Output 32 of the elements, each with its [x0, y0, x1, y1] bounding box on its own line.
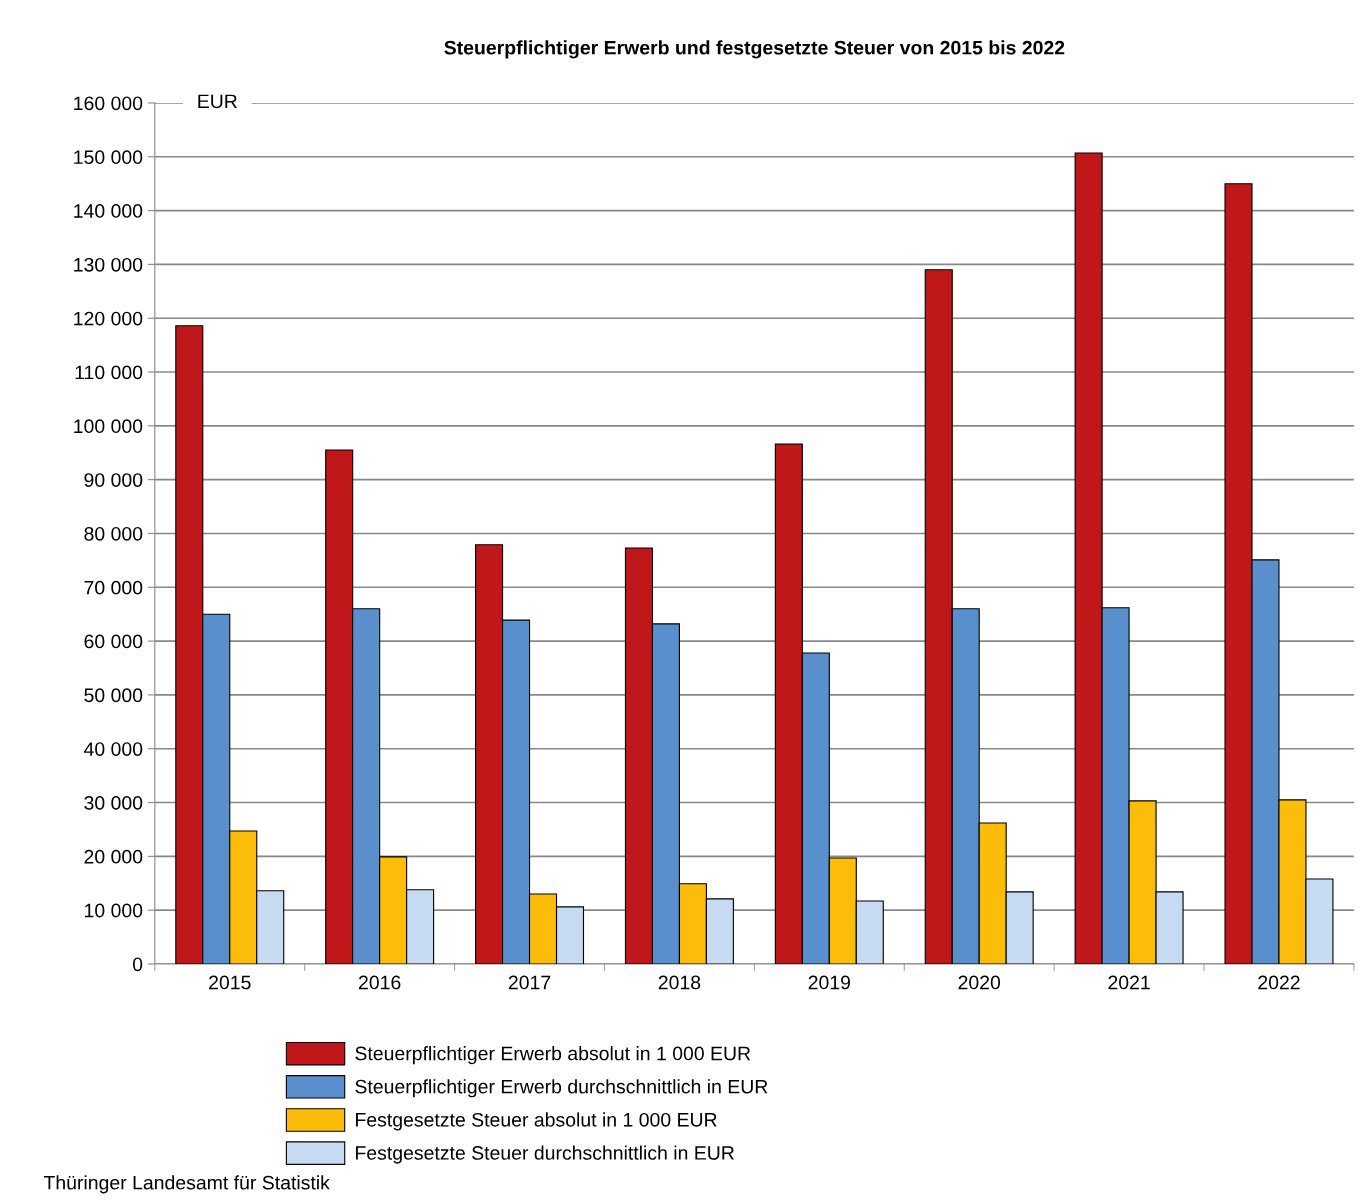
- y-tick-label: 140 000: [74, 204, 143, 218]
- x-tick-label: 2018: [658, 975, 701, 990]
- y-tick-label: 130 000: [74, 257, 143, 272]
- y-tick-label: 10 000: [85, 903, 143, 918]
- y-tick-label: 100 000: [74, 419, 143, 434]
- annotation: EUR: [198, 94, 237, 109]
- y-tick-label: 30 000: [84, 796, 143, 810]
- y-tick-label: 60 000: [84, 634, 143, 649]
- text: Thüringer Landesamt für Statistik: [43, 1175, 330, 1194]
- y-tick-label: 20 000: [84, 849, 143, 864]
- legend-label: Festgesetzte Steuer absolut in 1 000 EUR: [356, 1112, 717, 1131]
- y-tick-label: 150 000: [74, 150, 143, 165]
- x-tick-label: 2015: [209, 975, 251, 990]
- legend-label: Steuerpflichtiger Erwerb absolut in 1 000 EUR: [355, 1046, 751, 1065]
- x-tick-label: 2020: [958, 975, 1001, 990]
- x-tick-label: 2017: [508, 975, 551, 990]
- y-tick-label: 40 000: [83, 742, 143, 756]
- x-tick-label: 2021: [1108, 975, 1150, 990]
- y-tick-label: 90 000: [84, 473, 143, 487]
- x-tick-label: 2022: [1258, 975, 1300, 990]
- legend-label: Steuerpflichtiger Erwerb durchschnittlich in EUR: [355, 1079, 768, 1098]
- legend-label: Festgesetzte Steuer durchschnittlich in EUR: [356, 1145, 734, 1164]
- y-tick-label: 0: [132, 957, 143, 972]
- chart-title: Steuerpflichtiger Erwerb und festgesetzte Steuer von 2015 bis 2022: [444, 40, 1065, 59]
- y-tick-label: 160 000: [74, 96, 143, 111]
- y-tick-label: 50 000: [84, 688, 143, 703]
- y-tick-label: 70 000: [84, 580, 143, 595]
- y-tick-label: 110 000: [75, 365, 143, 380]
- x-tick-label: 2019: [808, 975, 851, 990]
- y-tick-label: 120 000: [74, 311, 143, 326]
- y-tick-label: 80 000: [84, 526, 143, 541]
- x-tick-label: 2016: [359, 975, 401, 990]
